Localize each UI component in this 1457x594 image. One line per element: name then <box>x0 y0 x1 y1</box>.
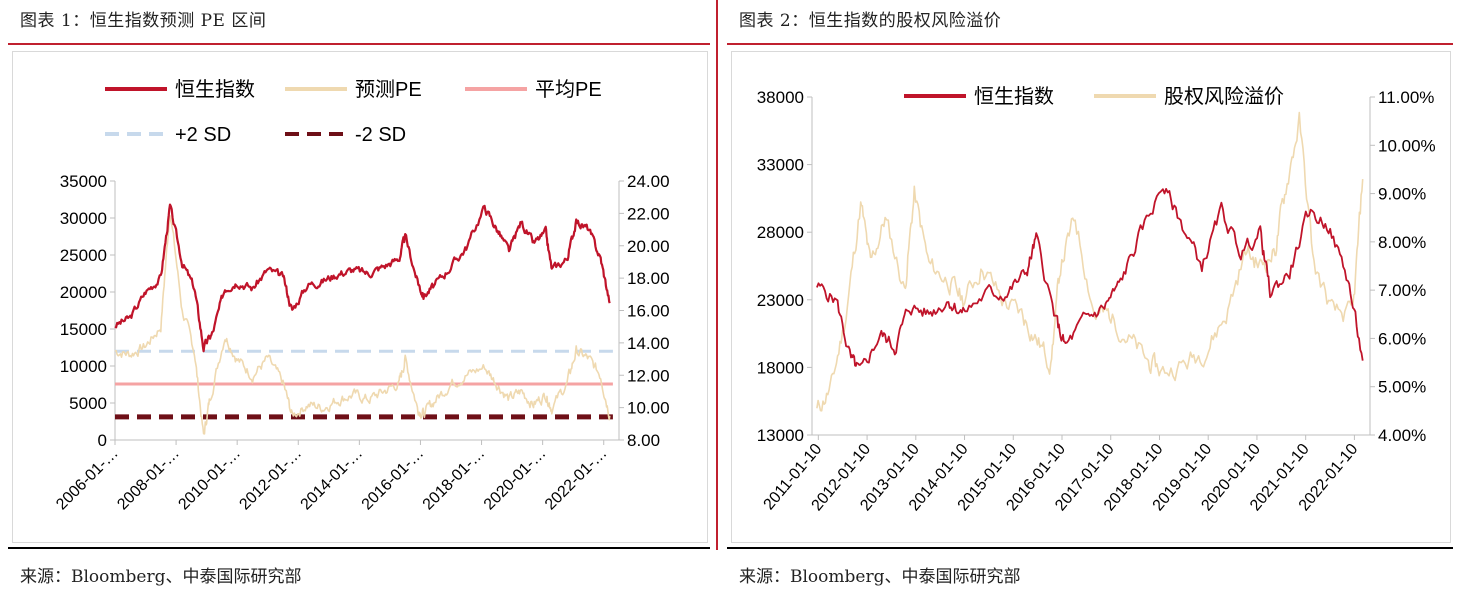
y-left-tick-label-35000: 35000 <box>60 172 107 191</box>
x-tick-label-2016-01: 2016-01-… <box>359 445 428 514</box>
x-tick-label-2020-01: 2020-01-… <box>481 445 550 514</box>
y-right-tick-label-7-00: 7.00% <box>1378 281 1426 300</box>
chart-2-legend: 恒生指数 股权风险溢价 <box>904 85 1284 108</box>
y-left-tick-label-13000: 13000 <box>757 426 804 445</box>
x-tick-label-2008-01: 2008-01-… <box>114 445 183 514</box>
legend-minus2sd-label: -2 SD <box>355 124 406 146</box>
title-rule <box>727 43 1453 45</box>
y-left-tick-label-15000: 15000 <box>60 320 107 339</box>
chart-panel-2: 图表 2：恒生指数的股权风险溢价 恒生指数 股权风险溢价 13000 18000 23… <box>719 0 1457 594</box>
y-right-tick-label-10-00: 10.00 <box>627 399 670 418</box>
y-right-tick-label-11-00: 11.00% <box>1378 88 1434 107</box>
chart-1-legend: 恒生指数 预测PE 平均PE +2 SD -2 SD <box>105 78 602 146</box>
chart-2-frame: 恒生指数 股权风险溢价 13000 18000 23000 28000 33000 3800… <box>731 51 1451 543</box>
x-tick-label-2006-01: 2006-01-… <box>53 445 122 514</box>
chart-1-frame: 恒生指数 预测PE 平均PE +2 SD -2 SD 0 5000 10000 15000 20… <box>12 51 708 543</box>
y-left-tick-label-25000: 25000 <box>60 246 107 265</box>
y-left-tick-label-33000: 33000 <box>757 156 804 175</box>
chart-1-source: 来源：Bloomberg、中泰国际研究部 <box>20 567 302 587</box>
y-right-tick-label-8-00: 8.00% <box>1378 233 1426 252</box>
series-erp-line <box>816 111 1364 412</box>
y-right-tick-label-5-00: 5.00% <box>1378 378 1426 397</box>
chart-2-source: 来源：Bloomberg、中泰国际研究部 <box>739 567 1021 587</box>
legend-pe-label: 预测PE <box>355 78 422 101</box>
y-right-tick-label-20-00: 20.00 <box>627 237 670 256</box>
y-right-tick-label-4-00: 4.00% <box>1378 426 1426 445</box>
series-pe-line <box>114 214 611 435</box>
chart-2-title: 图表 2：恒生指数的股权风险溢价 <box>739 11 1002 31</box>
source-rule <box>727 547 1453 549</box>
y-left-tick-label-10000: 10000 <box>60 357 107 376</box>
y-left-tick-label-18000: 18000 <box>757 358 804 377</box>
x-tick-label-2014-01: 2014-01-… <box>298 445 367 514</box>
y-right-tick-label-9-00: 9.00% <box>1378 185 1426 204</box>
y-right-tick-label-18-00: 18.00 <box>627 269 670 288</box>
legend-avg-pe-label: 平均PE <box>535 78 602 101</box>
y-right-tick-label-6-00: 6.00% <box>1378 329 1426 348</box>
legend-hsi-label: 恒生指数 <box>175 78 255 101</box>
chart-panel-1: 图表 1：恒生指数预测 PE 区间 恒生指数 预测PE 平均PE +2 SD -2 SD… <box>0 0 714 594</box>
x-tick-label-2010-01: 2010-01-… <box>175 445 244 514</box>
y-right-tick-label-12-00: 12.00 <box>627 366 670 385</box>
x-tick-label-2018-01: 2018-01-… <box>420 445 489 514</box>
y-right-tick-label-22-00: 22.00 <box>627 204 670 223</box>
chart-1-svg: 恒生指数 预测PE 平均PE +2 SD -2 SD 0 5000 10000 15000 20… <box>53 78 670 514</box>
chart-2-series <box>816 111 1364 412</box>
source-rule <box>8 547 710 549</box>
x-tick-label-2012-01: 2012-01-… <box>236 445 305 514</box>
y-right-tick-label-8-00: 8.00 <box>627 431 660 450</box>
chart-1-series <box>114 203 613 435</box>
title-rule <box>8 43 710 45</box>
y-right-tick-label-16-00: 16.00 <box>627 302 670 321</box>
y-left-tick-label-38000: 38000 <box>757 88 804 107</box>
y-left-tick-label-30000: 30000 <box>60 209 107 228</box>
panel-divider <box>716 0 718 550</box>
y-right-tick-label-24-00: 24.00 <box>627 172 670 191</box>
y-left-tick-label-20000: 20000 <box>60 283 107 302</box>
x-tick-label-2022-01: 2022-01-… <box>542 445 611 514</box>
y-right-tick-label-14-00: 14.00 <box>627 334 670 353</box>
series-hsi-line <box>114 203 611 353</box>
legend-plus2sd-label: +2 SD <box>175 124 231 146</box>
y-left-tick-label-23000: 23000 <box>757 291 804 310</box>
y-left-tick-label-28000: 28000 <box>757 223 804 242</box>
chart-2-svg: 恒生指数 股权风险溢价 13000 18000 23000 28000 33000 3800… <box>757 85 1436 514</box>
y-right-tick-label-10-00: 10.00% <box>1378 136 1436 155</box>
y-left-tick-label-0: 0 <box>98 431 107 450</box>
legend-erp-label: 股权风险溢价 <box>1164 85 1284 108</box>
y-left-tick-label-5000: 5000 <box>69 394 107 413</box>
chart-1-title: 图表 1：恒生指数预测 PE 区间 <box>20 11 267 31</box>
series-hsi-line <box>816 187 1364 367</box>
legend-hsi-label: 恒生指数 <box>974 85 1054 108</box>
